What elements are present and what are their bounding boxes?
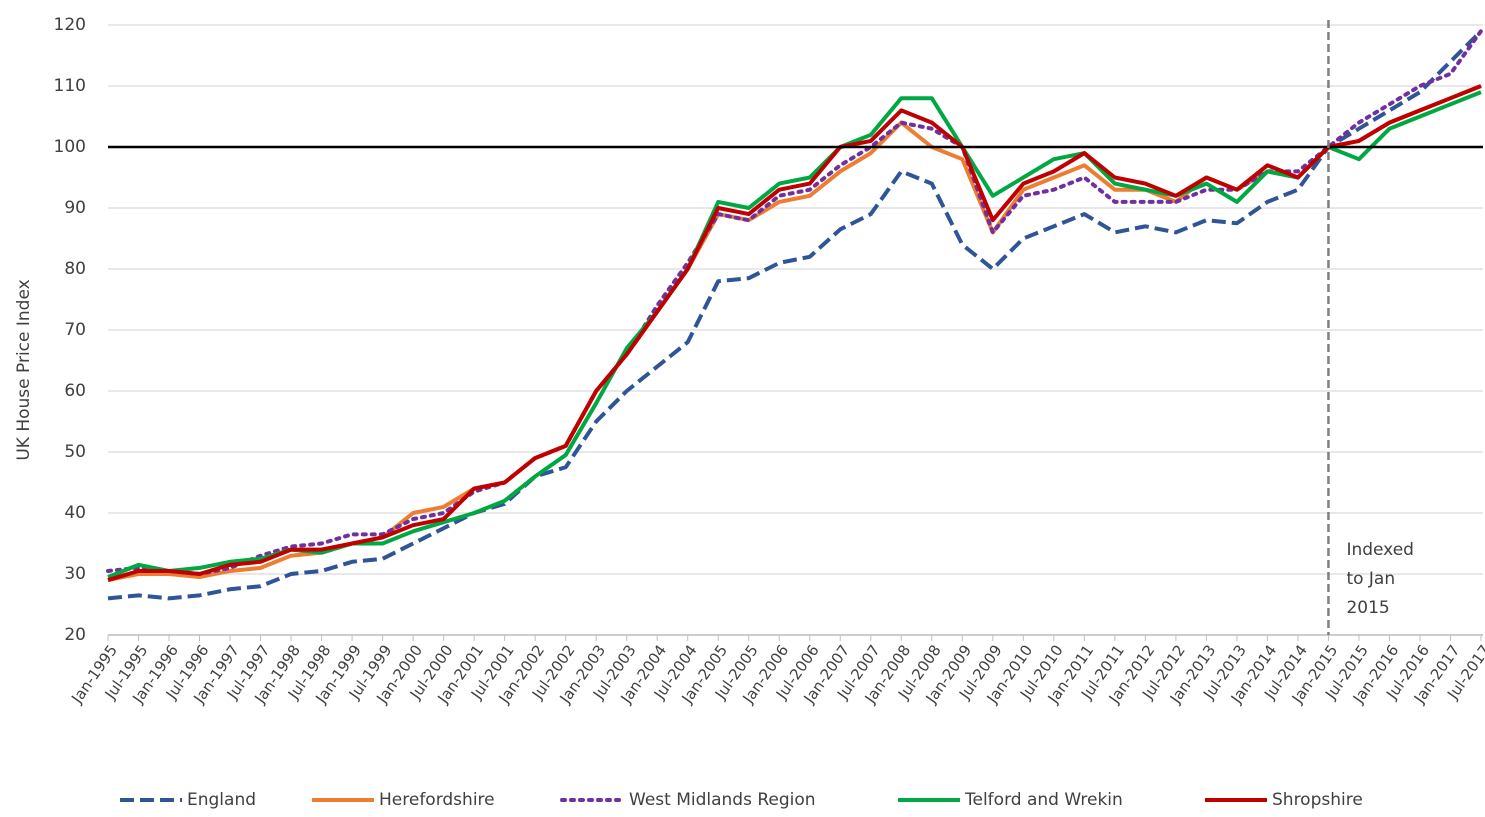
y-tick-label: 80: [64, 259, 86, 279]
series-line: [107, 90, 1482, 579]
legend-label: West Midlands Region: [629, 790, 816, 810]
y-tick-label: 90: [64, 198, 86, 218]
series-line: [107, 84, 1482, 583]
y-axis-label: UK House Price Index: [14, 279, 34, 460]
series-line: [107, 29, 1483, 601]
y-tick-label: 20: [64, 625, 86, 645]
series-line: [106, 29, 1483, 576]
legend-label: Shropshire: [1272, 790, 1363, 810]
y-tick-label: 110: [54, 76, 86, 96]
y-tick-label: 50: [64, 442, 86, 462]
y-tick-label: 60: [64, 381, 86, 401]
annotation: to Jan: [1346, 569, 1395, 589]
y-tick-label: 40: [64, 503, 86, 523]
y-tick-label: 30: [64, 564, 86, 584]
annotation: Indexed: [1346, 540, 1414, 560]
legend-label: Telford and Wrekin: [964, 790, 1123, 810]
legend-label: England: [187, 790, 256, 810]
legend-label: Herefordshire: [379, 790, 495, 810]
y-tick-label: 100: [54, 137, 86, 157]
series-line: [107, 84, 1482, 583]
y-tick-label: 120: [54, 15, 86, 35]
y-tick-label: 70: [64, 320, 86, 340]
annotation: 2015: [1346, 598, 1389, 618]
